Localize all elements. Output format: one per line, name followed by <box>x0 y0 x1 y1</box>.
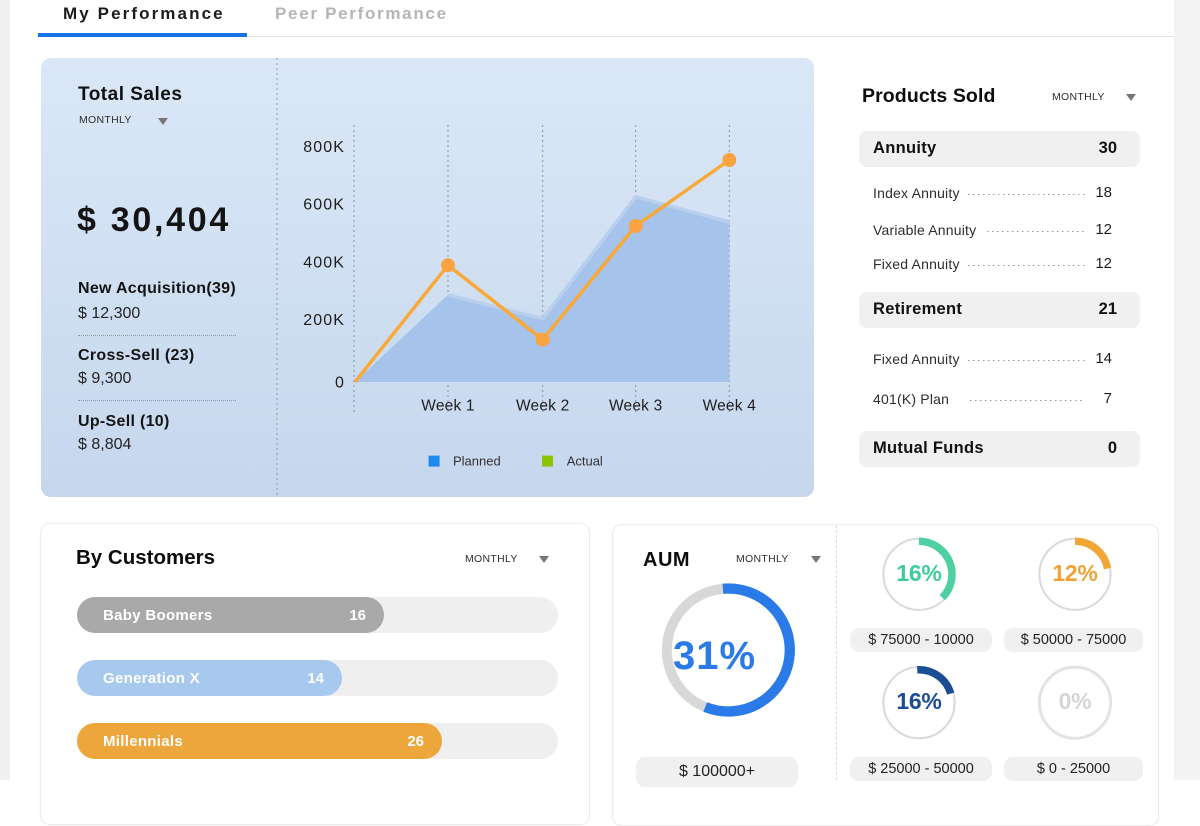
svg-text:Actual: Actual <box>567 454 603 469</box>
svg-text:Week 4: Week 4 <box>703 398 757 415</box>
svg-text:0: 0 <box>335 375 345 392</box>
svg-text:Planned: Planned <box>453 454 501 469</box>
svg-text:Week 2: Week 2 <box>516 398 569 415</box>
svg-text:Week 1: Week 1 <box>421 398 474 415</box>
svg-text:200K: 200K <box>303 312 345 329</box>
svg-text:800K: 800K <box>303 139 345 156</box>
svg-text:600K: 600K <box>303 197 345 214</box>
svg-text:Week 3: Week 3 <box>609 398 662 415</box>
svg-text:400K: 400K <box>303 254 345 271</box>
